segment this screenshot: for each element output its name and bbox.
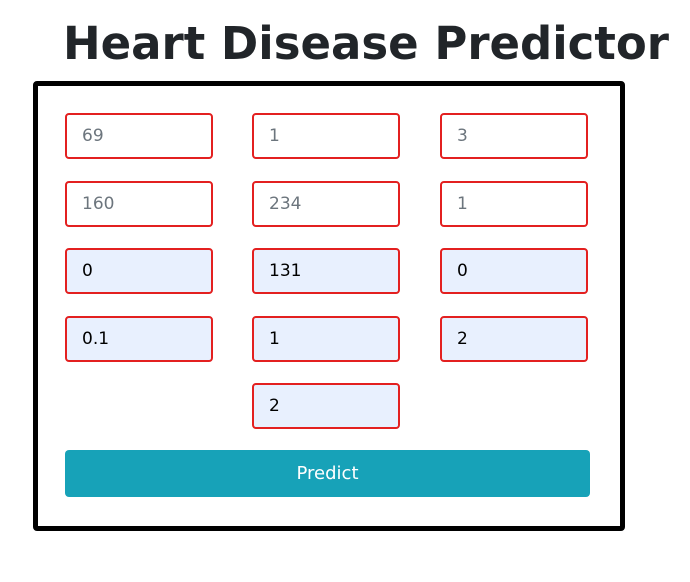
input-field-12[interactable] xyxy=(440,316,588,362)
prediction-form: Predict xyxy=(33,81,625,531)
input-field-3[interactable] xyxy=(440,113,588,159)
input-field-11[interactable] xyxy=(252,316,400,362)
page-title: Heart Disease Predictor xyxy=(63,17,669,70)
predict-button[interactable]: Predict xyxy=(65,450,590,497)
input-field-8[interactable] xyxy=(252,248,400,294)
input-field-6[interactable] xyxy=(440,181,588,227)
input-field-9[interactable] xyxy=(440,248,588,294)
input-field-4[interactable] xyxy=(65,181,213,227)
input-field-7[interactable] xyxy=(65,248,213,294)
input-field-5[interactable] xyxy=(252,181,400,227)
input-field-13[interactable] xyxy=(252,383,400,429)
input-field-10[interactable] xyxy=(65,316,213,362)
input-field-1[interactable] xyxy=(65,113,213,159)
input-field-2[interactable] xyxy=(252,113,400,159)
